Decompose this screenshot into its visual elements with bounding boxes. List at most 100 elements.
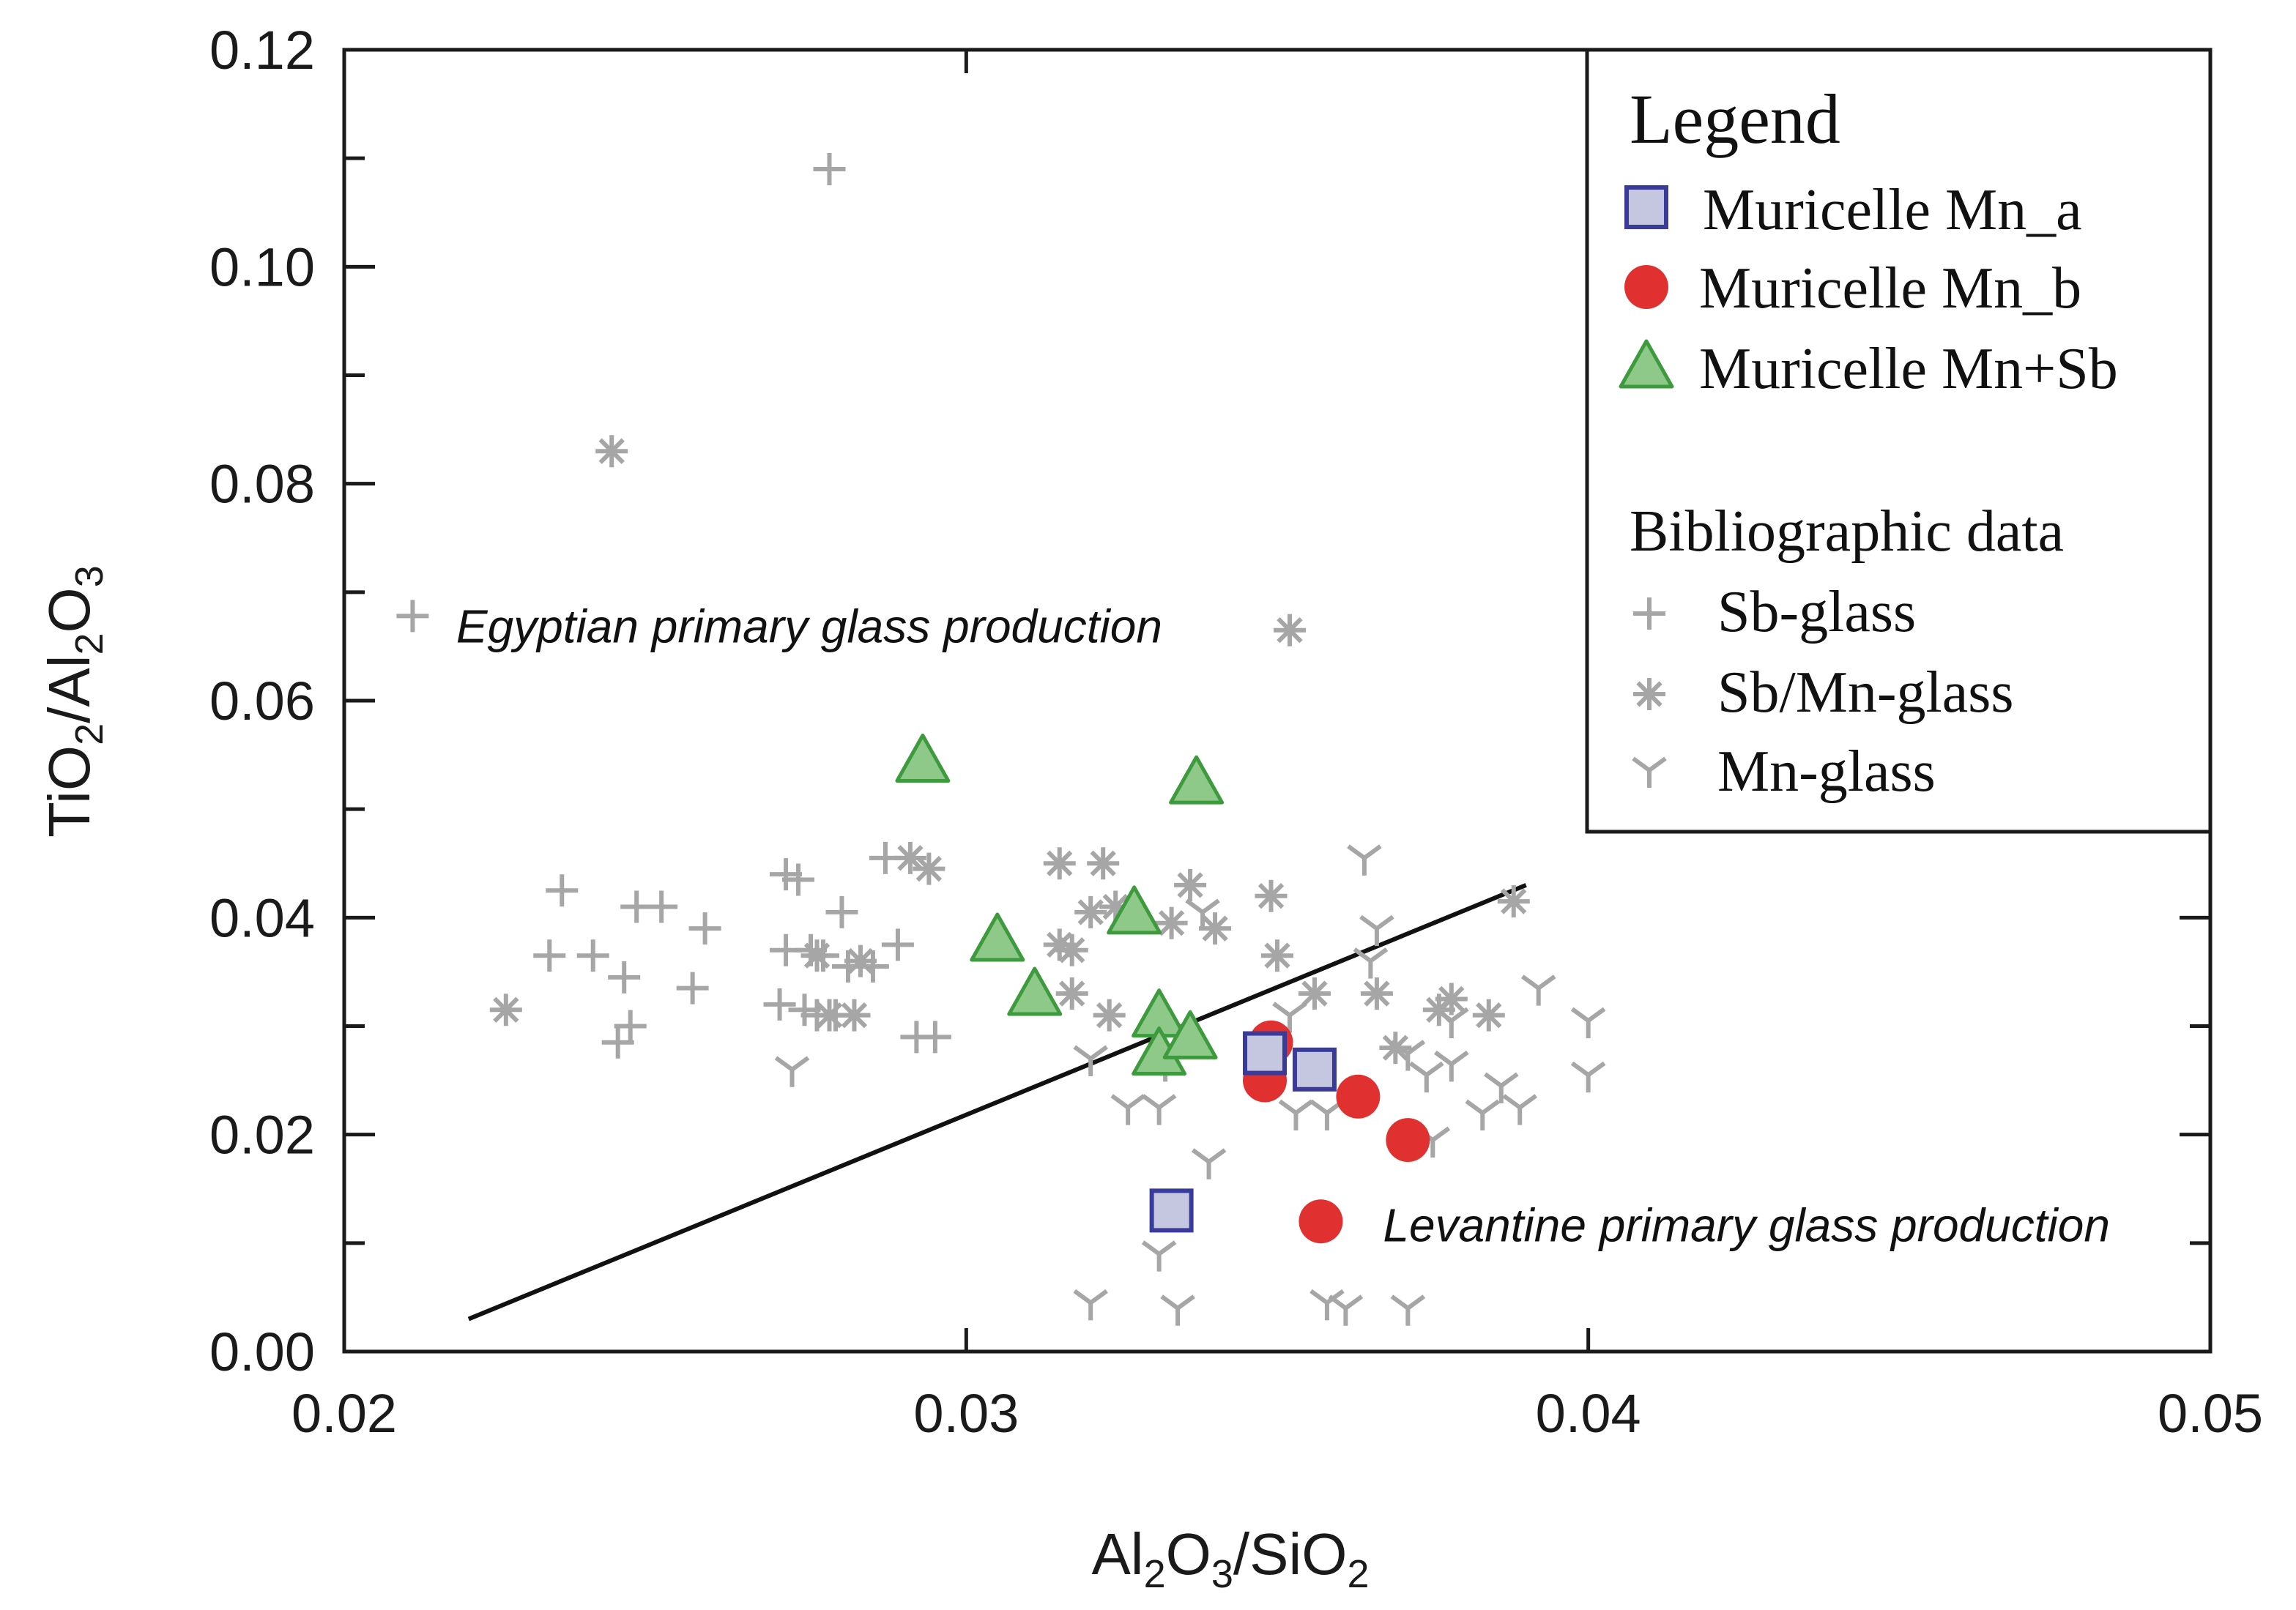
point-mn_glass-23 bbox=[1434, 1050, 1469, 1082]
y-tick-label: 0.12 bbox=[209, 20, 315, 81]
point-mn_b-4 bbox=[1299, 1199, 1343, 1244]
point-sbmn_glass-2 bbox=[489, 994, 522, 1026]
point-sb_glass-1 bbox=[396, 600, 429, 633]
legend-title: Legend bbox=[1630, 80, 1840, 158]
legend-label-mn-glass: Mn-glass bbox=[1717, 739, 1936, 804]
point-mn_sb-1 bbox=[1169, 755, 1225, 805]
point-mn_glass-15 bbox=[1347, 844, 1382, 876]
legend-marker-sb_glass bbox=[1633, 597, 1665, 630]
point-mn_glass-25 bbox=[1483, 1072, 1519, 1103]
point-sbmn_glass-11 bbox=[1074, 895, 1107, 928]
point-sb_glass-25 bbox=[881, 928, 914, 961]
point-mn_glass-17 bbox=[1359, 914, 1394, 947]
point-sbmn_glass-8 bbox=[913, 852, 945, 885]
y-tick-label: 0.00 bbox=[209, 1322, 315, 1382]
data-layer bbox=[396, 152, 1606, 1326]
annotation-egyptian: Egyptian primary glass production bbox=[456, 600, 1162, 653]
point-sbmn_glass-23 bbox=[1360, 977, 1393, 1010]
discrimination-line bbox=[467, 883, 1527, 1322]
point-mn_sb-2 bbox=[970, 912, 1025, 962]
point-mn_glass-0 bbox=[774, 1056, 810, 1087]
point-sbmn_glass-1 bbox=[1273, 614, 1306, 646]
y-axis-title: TiO2/Al2O3 bbox=[37, 565, 111, 838]
point-mn_glass-1 bbox=[1073, 1045, 1108, 1076]
series-mn_sb bbox=[895, 733, 1225, 1076]
point-mn_glass-18 bbox=[1390, 1294, 1426, 1326]
legend-marker-mn_glass bbox=[1632, 756, 1667, 788]
point-mn_glass-12 bbox=[1309, 1099, 1345, 1131]
point-sbmn_glass-19 bbox=[1199, 912, 1232, 945]
legend-marker-mn_sb bbox=[1619, 339, 1674, 389]
point-sbmn_glass-22 bbox=[1298, 977, 1331, 1010]
point-mn_glass-3 bbox=[1141, 1094, 1177, 1125]
axis-ticks: 0.02 0.03 0.04 0.050.000.020.040.060.080.10… bbox=[209, 20, 2263, 1444]
point-sbmn_glass-14 bbox=[1055, 933, 1088, 966]
y-tick-label: 0.10 bbox=[209, 236, 315, 297]
point-mn_glass-22 bbox=[1434, 1007, 1469, 1039]
legend-subtitle: Bibliographic data bbox=[1630, 499, 2064, 564]
point-sb_glass-8 bbox=[676, 972, 709, 1005]
point-sb_glass-11 bbox=[614, 1010, 647, 1043]
point-mn_sb-0 bbox=[895, 733, 951, 783]
y-tick-label: 0.04 bbox=[209, 887, 315, 948]
point-sbmn_glass-9 bbox=[1043, 847, 1076, 880]
legend-label-sbmn-glass: Sb/Mn-glass bbox=[1717, 660, 2014, 725]
point-mn_sb-3 bbox=[1107, 885, 1162, 935]
point-mn_a-0 bbox=[1243, 1031, 1288, 1076]
legend-markers bbox=[1619, 185, 1674, 788]
point-sbmn_glass-3 bbox=[800, 939, 833, 972]
point-sbmn_glass-27 bbox=[1472, 999, 1505, 1032]
point-mn_a-2 bbox=[1149, 1188, 1194, 1233]
point-mn_glass-13 bbox=[1309, 1289, 1345, 1321]
x-tick-label: 0.05 bbox=[2158, 1383, 2263, 1444]
x-axis-title: Al2O3/SiO2 bbox=[1091, 1521, 1369, 1596]
point-mn_glass-20 bbox=[1409, 1061, 1444, 1093]
point-mn_glass-7 bbox=[1141, 1240, 1177, 1272]
point-mn_glass-28 bbox=[1570, 1007, 1606, 1039]
series-mn_glass bbox=[774, 844, 1606, 1326]
point-sb_glass-4 bbox=[576, 939, 609, 972]
point-mn_glass-11 bbox=[1278, 1099, 1314, 1131]
point-mn_b-2 bbox=[1336, 1074, 1381, 1119]
point-sbmn_glass-21 bbox=[1261, 939, 1293, 972]
point-mn_glass-16 bbox=[1353, 947, 1389, 979]
point-sbmn_glass-0 bbox=[595, 435, 628, 468]
legend-label-sb-glass: Sb-glass bbox=[1717, 580, 1916, 644]
point-mn_b-3 bbox=[1386, 1118, 1430, 1163]
series-mn_a bbox=[1149, 1031, 1337, 1233]
point-sb_glass-13 bbox=[782, 863, 815, 896]
point-mn_glass-19 bbox=[1390, 1040, 1426, 1071]
series-sbmn_glass bbox=[489, 435, 1530, 1065]
legend-label-mn-sb: Muricelle Mn+Sb bbox=[1699, 337, 2118, 401]
legend-marker-mn_a bbox=[1624, 185, 1668, 229]
point-mn_glass-2 bbox=[1110, 1094, 1145, 1125]
legend-label-mn-a: Muricelle Mn_a bbox=[1703, 178, 2082, 242]
x-tick-label: 0.02 bbox=[291, 1383, 397, 1444]
point-mn_sb-7 bbox=[1162, 1010, 1218, 1059]
point-sb_glass-3 bbox=[533, 939, 566, 972]
point-sbmn_glass-17 bbox=[1155, 906, 1188, 939]
point-mn_glass-24 bbox=[1465, 1099, 1501, 1131]
point-sbmn_glass-5 bbox=[838, 999, 871, 1032]
point-sbmn_glass-20 bbox=[1255, 879, 1288, 912]
legend: Legend Muricelle Mn_a Muricelle Mn_b Mur… bbox=[1585, 48, 2213, 834]
point-mn_glass-9 bbox=[1160, 1294, 1195, 1326]
point-sb_glass-5 bbox=[608, 961, 641, 994]
point-sbmn_glass-18 bbox=[1174, 868, 1207, 901]
point-sb_glass-7 bbox=[645, 890, 678, 923]
annotations: Egyptian primary glass production Levant… bbox=[456, 600, 2110, 1252]
point-mn_a-1 bbox=[1292, 1047, 1337, 1092]
point-sb_glass-22 bbox=[825, 895, 858, 928]
point-mn_glass-26 bbox=[1502, 1094, 1538, 1125]
point-sb_glass-2 bbox=[546, 874, 579, 907]
legend-marker-mn_b bbox=[1624, 265, 1668, 309]
point-sb_glass-10 bbox=[601, 1026, 634, 1059]
point-sbmn_glass-6 bbox=[844, 944, 877, 977]
point-sb_glass-9 bbox=[688, 912, 721, 945]
point-sbmn_glass-24 bbox=[1379, 1032, 1412, 1065]
point-sbmn_glass-28 bbox=[1497, 885, 1530, 918]
point-mn_glass-6 bbox=[1185, 898, 1220, 930]
point-sb_glass-0 bbox=[813, 152, 846, 185]
point-sbmn_glass-26 bbox=[1435, 983, 1468, 1015]
